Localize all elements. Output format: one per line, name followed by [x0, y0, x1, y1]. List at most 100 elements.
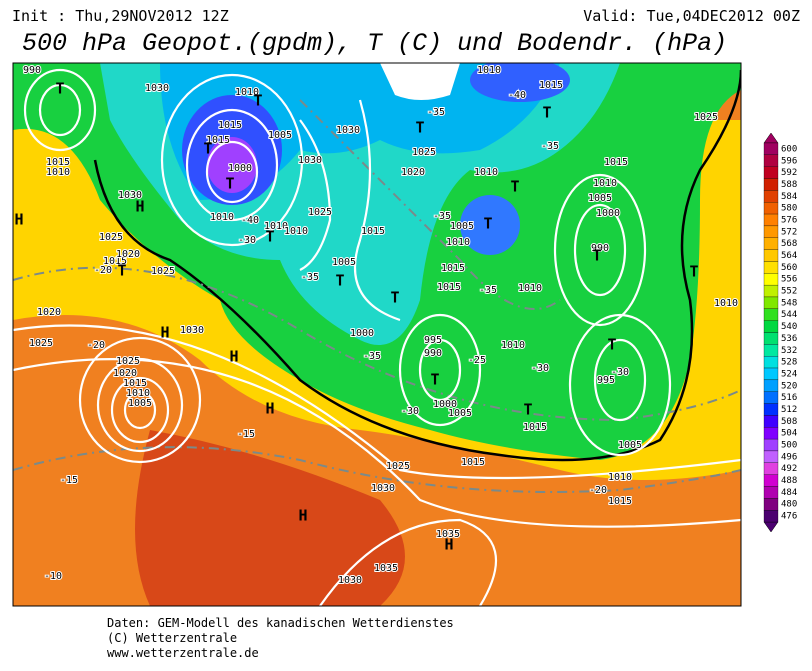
isobar-label: 1010 [714, 298, 738, 309]
isobar-label: 1010 [593, 178, 617, 189]
isobar-label: -35 [427, 107, 445, 118]
colorbar-label: 592 [781, 168, 797, 178]
footer-line: www.wetterzentrale.de [107, 646, 259, 660]
colorbar-label: 536 [781, 334, 797, 344]
isobar-label: -35 [433, 211, 451, 222]
isobar-label: 1010 [264, 221, 288, 232]
colorbar-swatch [763, 273, 779, 286]
pressure-center: H [14, 211, 23, 229]
pressure-center: T [117, 262, 126, 280]
colorbar-label: 492 [781, 464, 797, 474]
pressure-center: T [415, 119, 424, 137]
colorbar-swatch [763, 367, 779, 381]
colorbar-swatch [763, 142, 779, 155]
isobar-label: 1005 [588, 193, 612, 204]
isobar-label: 1025 [99, 232, 123, 243]
pressure-center: H [265, 400, 274, 418]
isobar-label: 1035 [374, 563, 398, 574]
isobars [13, 68, 741, 606]
isobar-label: 1025 [116, 356, 140, 367]
colorbar-label: 584 [781, 192, 797, 202]
isobar-label: 1000 [228, 163, 252, 174]
colorbar-swatch [763, 154, 779, 167]
footer-line: (C) Wetterzentrale [107, 631, 237, 645]
colorbar-swatch [763, 462, 779, 475]
colorbar-label: 596 [781, 156, 797, 166]
isobar-label: 1000 [350, 328, 374, 339]
colorbar-swatch [763, 344, 779, 357]
isobar-label: 1010 [284, 226, 308, 237]
colorbar-swatch [763, 486, 779, 499]
colorbar-swatch [763, 356, 779, 369]
pressure-center: T [689, 263, 698, 281]
valid-time: Valid: Tue,04DEC2012 00Z [583, 7, 800, 25]
isobar-label: 1030 [371, 483, 395, 494]
colorbar-swatch [763, 391, 779, 404]
colorbar-label: 588 [781, 180, 797, 190]
isobar-label: 990 [23, 65, 41, 76]
isobar-label: 1005 [450, 221, 474, 232]
pressure-center: T [335, 272, 344, 290]
colorbar-label: 508 [781, 417, 797, 427]
isobar-label: 1005 [128, 398, 152, 409]
pressure-center: T [542, 104, 551, 122]
isotherm [299, 99, 561, 310]
isobar-label: 990 [591, 243, 609, 254]
isobar-label: 1010 [501, 340, 525, 351]
isobar-label: 1000 [433, 399, 457, 410]
isobar-label: 1030 [298, 155, 322, 166]
isobar-label: -15 [237, 429, 255, 440]
colorbar-swatch [763, 450, 779, 463]
map-title: 500 hPa Geopot.(gpdm), T (C) und Bodendr… [22, 29, 727, 58]
field-low [470, 63, 570, 102]
colorbar-swatch [763, 320, 779, 333]
contour-552 [93, 69, 741, 462]
colorbar-label: 512 [781, 405, 797, 415]
colorbar-label: 532 [781, 346, 797, 356]
pressure-center: T [607, 336, 616, 354]
colorbar-swatch [763, 474, 779, 487]
colorbar-label: 500 [781, 441, 797, 451]
colorbar-swatch [763, 498, 779, 511]
colorbar-swatch [763, 332, 779, 345]
pressure-center: T [483, 215, 492, 233]
colorbar-label: 572 [781, 227, 797, 237]
isobar-label: 1015 [437, 282, 461, 293]
isobar-label: 990 [424, 348, 442, 359]
colorbar-swatch [763, 261, 779, 274]
colorbar-swatch [763, 249, 779, 262]
colorbar-label: 564 [781, 251, 797, 261]
isobar-label: 1015 [539, 80, 563, 91]
isobar-label: 1010 [46, 167, 70, 178]
isobar-label: 1005 [268, 130, 292, 141]
isobar-label: 1020 [37, 307, 61, 318]
pressure-center: T [225, 175, 234, 193]
isobar-label: 1015 [103, 256, 127, 267]
colorbar-swatch [763, 296, 779, 309]
pressure-center: H [229, 348, 238, 366]
field-low [460, 195, 520, 255]
colorbar-label: 560 [781, 263, 797, 273]
colorbar-swatch [763, 403, 779, 416]
colorbar-label: 484 [781, 488, 797, 498]
isobar-label: 1015 [461, 457, 485, 468]
isobar-label: -35 [301, 272, 319, 283]
colorbar-label: 504 [781, 429, 797, 439]
colorbar-swatch [763, 308, 779, 321]
isobar-label: 1030 [180, 325, 204, 336]
colorbar-swatch [763, 166, 779, 179]
isobar-label: 1015 [604, 157, 628, 168]
isobar-label: 1020 [401, 167, 425, 178]
isobar-label: -35 [363, 351, 381, 362]
colorbar-label: 520 [781, 381, 797, 391]
isobar-label: -20 [589, 485, 607, 496]
isobar-label: 1015 [206, 135, 230, 146]
isobar-label: 1025 [151, 266, 175, 277]
isobar-label: 1025 [386, 461, 410, 472]
pressure-center: T [253, 92, 262, 110]
field-nodata [380, 63, 460, 100]
colorbar-label: 580 [781, 204, 797, 214]
isobar-label: 1030 [118, 190, 142, 201]
pressure-center: T [523, 401, 532, 419]
isobar-label: -20 [87, 340, 105, 351]
